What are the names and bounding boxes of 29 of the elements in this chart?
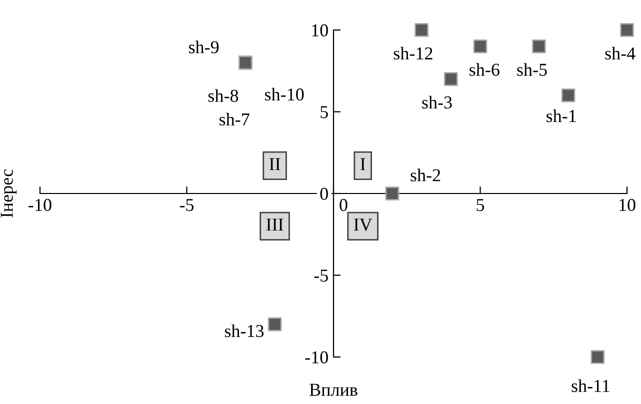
y-tick-label: 10 bbox=[312, 24, 328, 36]
annotation: sh-8 bbox=[208, 89, 238, 102]
annotation: sh-11 bbox=[572, 379, 610, 392]
annotation: sh-6 bbox=[470, 63, 500, 76]
x-tick-label: 5 bbox=[476, 199, 484, 212]
y-tick-label: 0 bbox=[320, 188, 328, 200]
y-axis-title: Інерес bbox=[0, 169, 17, 218]
annotation: sh-7 bbox=[220, 112, 250, 126]
x-tick-label: -10 bbox=[28, 198, 52, 212]
y-tick-label: 5 bbox=[320, 106, 328, 118]
annotation: sh-4 bbox=[605, 46, 636, 60]
annotation: IV bbox=[354, 218, 372, 231]
annotation: II bbox=[269, 158, 280, 170]
annotation: sh-1 bbox=[546, 109, 576, 122]
annotation: III bbox=[266, 218, 284, 231]
x-tick-label: -5 bbox=[180, 199, 194, 212]
annotation: sh-5 bbox=[517, 63, 547, 76]
y-tick-label: -5 bbox=[314, 270, 328, 282]
annotation: sh-10 bbox=[265, 88, 304, 101]
x-tick-label: 10 bbox=[620, 198, 636, 212]
annotation: sh-2 bbox=[410, 168, 440, 182]
annotation: sh-13 bbox=[224, 324, 264, 338]
x-tick-label: 0 bbox=[340, 198, 348, 212]
annotation: sh-12 bbox=[394, 46, 432, 60]
x-axis-title: Вплив bbox=[310, 384, 358, 396]
y-tick-label: -10 bbox=[305, 351, 328, 364]
annotation: sh-9 bbox=[188, 40, 219, 54]
annotation: sh-3 bbox=[422, 96, 452, 109]
annotation: I bbox=[360, 158, 366, 170]
